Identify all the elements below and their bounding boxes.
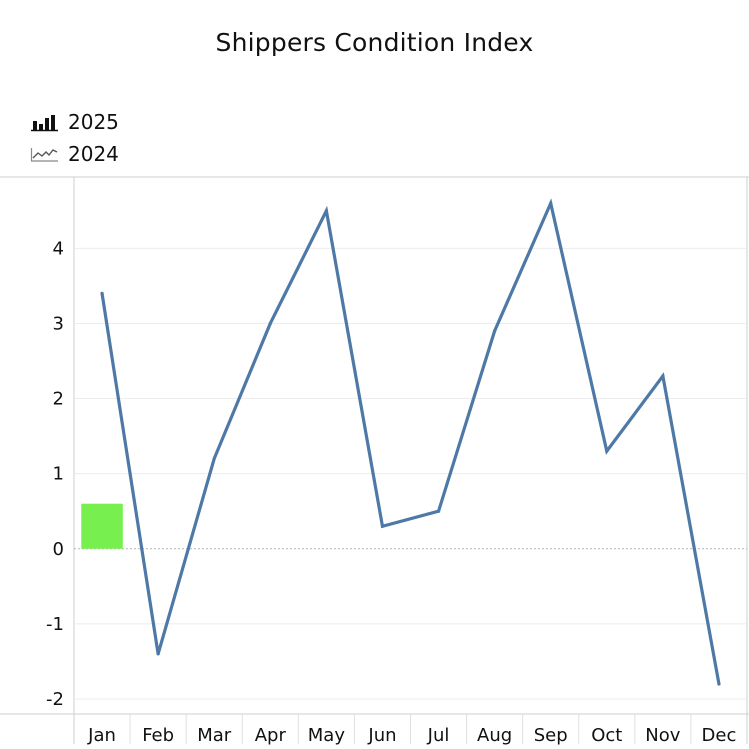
x-tick-label: Mar	[197, 725, 232, 746]
legend-label-2024: 2024	[68, 142, 119, 166]
point-2024-apr	[268, 321, 272, 326]
point-2024-jan	[100, 291, 104, 296]
point-2024-may	[324, 209, 328, 213]
x-tick-label: Nov	[645, 725, 680, 746]
bar-2025-jan	[81, 503, 123, 549]
legend-item-2024[interactable]: 2024	[30, 138, 119, 170]
y-tick-label: -2	[46, 689, 64, 710]
y-tick-label: 3	[53, 313, 64, 334]
legend: 2025 2024	[30, 106, 119, 170]
line-chart-icon	[30, 148, 58, 162]
y-tick-label: 0	[53, 539, 64, 560]
point-2024-nov	[661, 374, 665, 378]
x-tick-label: May	[308, 725, 346, 746]
legend-item-2025[interactable]: 2025	[30, 106, 119, 138]
y-tick-label: 2	[53, 389, 64, 410]
y-tick-label: -1	[46, 614, 64, 635]
chart-title: Shippers Condition Index	[215, 28, 534, 57]
point-2024-dec	[717, 682, 721, 686]
point-2024-aug	[493, 329, 497, 333]
point-2024-feb	[156, 652, 160, 656]
point-2024-jul	[436, 509, 441, 513]
point-2024-sep	[549, 201, 553, 205]
y-tick-label: 4	[53, 238, 64, 259]
x-tick-label: Jul	[427, 725, 450, 746]
legend-label-2025: 2025	[68, 110, 119, 134]
y-tick-label: 1	[53, 464, 64, 485]
point-2024-mar	[212, 457, 216, 461]
x-tick-label: Aug	[477, 725, 512, 746]
x-tick-label: Jun	[367, 725, 396, 746]
line-2024	[100, 198, 721, 686]
x-tick-label: Dec	[702, 725, 737, 746]
point-2024-jun	[380, 524, 385, 528]
x-tick-label: Jan	[87, 725, 116, 746]
point-2024-oct	[605, 449, 609, 453]
x-tick-label: Oct	[591, 725, 622, 746]
x-tick-label: Feb	[142, 725, 174, 746]
x-tick-label: Apr	[255, 725, 287, 746]
bar-chart-icon	[31, 115, 58, 132]
x-tick-label: Sep	[534, 725, 568, 746]
